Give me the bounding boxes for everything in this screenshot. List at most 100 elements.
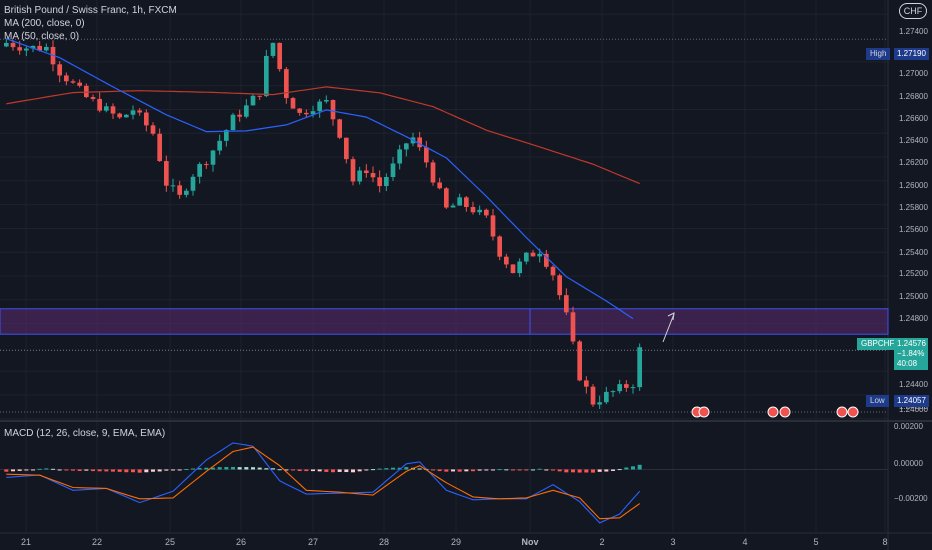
candle-body — [384, 176, 389, 187]
candle-body — [317, 101, 322, 112]
candle-body — [304, 112, 309, 115]
macd-histogram-bar — [484, 469, 489, 471]
price-tick-label: 1.24800 — [899, 314, 928, 323]
currency-badge[interactable]: CHF — [899, 3, 927, 19]
macd-histogram-bar — [364, 469, 369, 471]
macd-histogram-bar — [457, 469, 462, 472]
candle-body — [30, 45, 36, 49]
time-tick-label: 27 — [308, 537, 318, 547]
candle-body — [70, 81, 76, 83]
economic-event-icon — [779, 406, 791, 418]
projection-arrowhead — [667, 312, 675, 321]
macd-histogram-bar — [344, 469, 349, 473]
macd-histogram-bar — [617, 469, 622, 471]
macd-histogram-bar — [384, 468, 389, 470]
low-label: Low — [866, 395, 889, 407]
macd-histogram-bar — [637, 464, 642, 470]
macd-histogram-bar — [57, 469, 62, 471]
candle-body — [584, 380, 589, 387]
macd-histogram-bar — [604, 469, 609, 472]
candle-body — [497, 236, 502, 257]
candle-body — [344, 137, 349, 160]
candle-body — [557, 275, 562, 296]
macd-histogram-bar — [211, 467, 215, 470]
candle-body — [517, 261, 522, 274]
candle-body — [510, 264, 516, 274]
macd-histogram-bar — [84, 469, 89, 471]
candle-body — [84, 85, 89, 98]
macd-signal-line — [6, 446, 641, 520]
macd-legend: MACD (12, 26, close, 9, EMA, EMA) — [4, 428, 166, 439]
macd-histogram-bar — [324, 469, 329, 472]
candle-body — [484, 209, 489, 216]
candle-body — [224, 130, 229, 141]
price-tick-label: 1.25800 — [899, 203, 928, 212]
candle-body — [390, 163, 396, 177]
economic-event-icon — [836, 406, 848, 418]
candle-body — [150, 125, 156, 134]
macd-histogram-bar — [151, 469, 155, 472]
candle-body — [270, 42, 276, 56]
time-tick-label: 21 — [21, 537, 31, 547]
candle-body — [357, 170, 362, 182]
candle-body — [324, 99, 329, 102]
macd-histogram-bar — [331, 469, 335, 473]
candle-body — [217, 140, 222, 151]
symbol-label: GBPCHF — [857, 338, 899, 350]
macd-histogram-bar — [184, 469, 189, 471]
macd-histogram-bar — [297, 469, 302, 472]
macd-histogram-bar — [337, 469, 342, 472]
time-tick-label: 3 — [670, 537, 675, 547]
candle-body — [330, 99, 336, 120]
macd-histogram-bar — [157, 469, 162, 472]
macd-tick-label: 0.00200 — [894, 422, 923, 431]
candle-body — [577, 341, 582, 381]
candle-body — [244, 105, 249, 117]
candle-body — [190, 176, 196, 191]
candle-body — [90, 97, 96, 99]
macd-histogram-bar — [537, 468, 542, 470]
candle-body — [564, 295, 569, 313]
time-tick-label: 5 — [813, 537, 818, 547]
candle-body — [37, 45, 42, 51]
macd-line — [6, 442, 641, 524]
macd-histogram-bar — [471, 469, 475, 472]
macd-histogram-bar — [64, 469, 69, 471]
low-value: 1.24057 — [894, 395, 929, 407]
macd-histogram-bar — [551, 469, 555, 471]
macd-histogram-bar — [477, 469, 482, 471]
price-tick-label: 1.25200 — [899, 269, 928, 278]
candle-body — [424, 147, 429, 163]
macd-histogram-bar — [517, 469, 522, 471]
candle-body — [197, 164, 202, 177]
price-tick-label: 1.26600 — [899, 114, 928, 123]
macd-histogram-bar — [137, 469, 142, 473]
candle-body — [177, 185, 182, 195]
candle-body — [397, 149, 402, 164]
candle-body — [470, 207, 476, 213]
macd-histogram-bar — [311, 469, 315, 472]
price-tick-label: 1.24400 — [899, 380, 928, 389]
time-tick-label: 26 — [236, 537, 246, 547]
bar-countdown: 40:08 — [894, 358, 928, 370]
price-tick-label: 1.27000 — [899, 69, 928, 78]
macd-histogram-bar — [304, 469, 309, 472]
macd-histogram-bar — [464, 469, 469, 472]
time-tick-label: 4 — [742, 537, 747, 547]
time-tick-label: Nov — [521, 537, 538, 547]
candle-body — [370, 173, 376, 178]
candle-body — [290, 98, 296, 109]
candle-body — [104, 106, 109, 111]
candle-body — [617, 384, 622, 392]
macd-histogram-bar — [51, 468, 55, 470]
macd-tick-label: 0.00000 — [894, 459, 923, 468]
macd-histogram-bar — [31, 469, 35, 471]
macd-histogram-bar — [231, 467, 235, 470]
macd-histogram-bar — [284, 469, 289, 471]
candle-body — [590, 386, 596, 405]
macd-histogram-bar — [417, 468, 422, 470]
candle-body — [530, 252, 536, 257]
macd-histogram-bar — [197, 468, 202, 470]
candle-body — [124, 114, 129, 118]
